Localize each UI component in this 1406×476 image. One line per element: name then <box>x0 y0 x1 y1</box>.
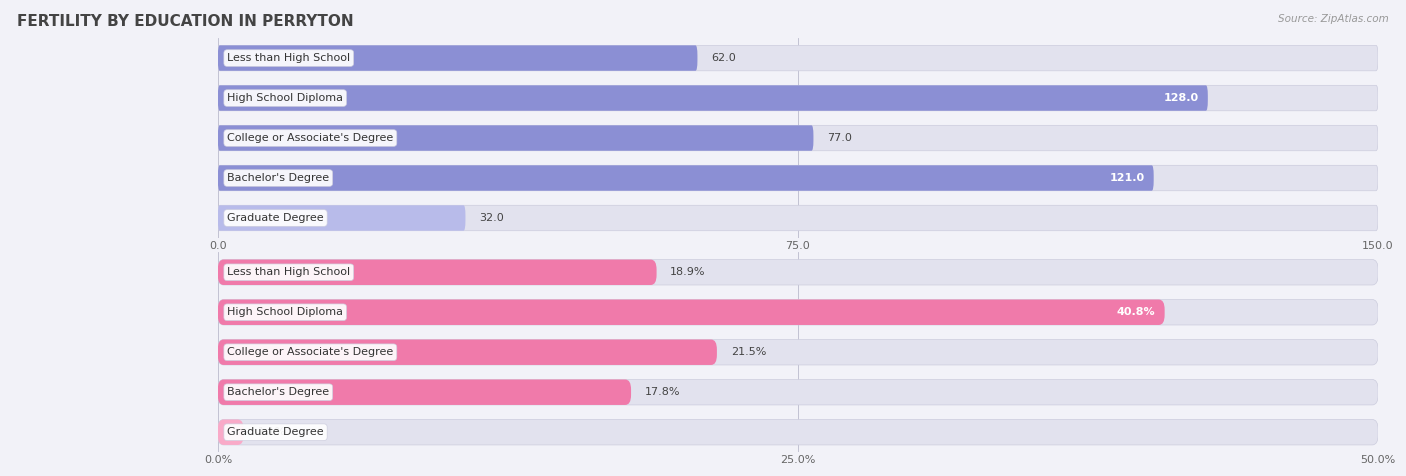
Text: Bachelor's Degree: Bachelor's Degree <box>228 387 329 397</box>
Text: Source: ZipAtlas.com: Source: ZipAtlas.com <box>1278 14 1389 24</box>
FancyBboxPatch shape <box>218 165 1378 191</box>
Text: 121.0: 121.0 <box>1109 173 1144 183</box>
FancyBboxPatch shape <box>218 165 1154 191</box>
Text: Less than High School: Less than High School <box>228 53 350 63</box>
Text: 62.0: 62.0 <box>711 53 737 63</box>
FancyBboxPatch shape <box>218 45 1378 71</box>
Text: FERTILITY BY EDUCATION IN PERRYTON: FERTILITY BY EDUCATION IN PERRYTON <box>17 14 353 30</box>
FancyBboxPatch shape <box>218 259 1378 285</box>
FancyBboxPatch shape <box>218 45 697 71</box>
FancyBboxPatch shape <box>218 379 631 405</box>
FancyBboxPatch shape <box>218 85 1208 111</box>
FancyBboxPatch shape <box>218 85 1378 111</box>
Text: 17.8%: 17.8% <box>645 387 681 397</box>
FancyBboxPatch shape <box>218 259 657 285</box>
FancyBboxPatch shape <box>218 299 1164 325</box>
Text: 128.0: 128.0 <box>1163 93 1198 103</box>
FancyBboxPatch shape <box>218 419 243 445</box>
Text: 32.0: 32.0 <box>479 213 505 223</box>
FancyBboxPatch shape <box>218 125 1378 151</box>
FancyBboxPatch shape <box>218 339 717 365</box>
Text: College or Associate's Degree: College or Associate's Degree <box>228 133 394 143</box>
Text: Less than High School: Less than High School <box>228 267 350 278</box>
FancyBboxPatch shape <box>218 299 1378 325</box>
Text: Graduate Degree: Graduate Degree <box>228 213 323 223</box>
FancyBboxPatch shape <box>218 205 1378 231</box>
Text: 18.9%: 18.9% <box>671 267 706 278</box>
FancyBboxPatch shape <box>218 125 814 151</box>
FancyBboxPatch shape <box>218 339 1378 365</box>
Text: 77.0: 77.0 <box>827 133 852 143</box>
Text: Graduate Degree: Graduate Degree <box>228 427 323 437</box>
FancyBboxPatch shape <box>218 205 465 231</box>
Text: 40.8%: 40.8% <box>1116 307 1156 317</box>
FancyBboxPatch shape <box>218 379 1378 405</box>
Text: 21.5%: 21.5% <box>731 347 766 357</box>
Text: 1.1%: 1.1% <box>257 427 285 437</box>
Text: High School Diploma: High School Diploma <box>228 307 343 317</box>
FancyBboxPatch shape <box>218 419 1378 445</box>
Text: Bachelor's Degree: Bachelor's Degree <box>228 173 329 183</box>
Text: College or Associate's Degree: College or Associate's Degree <box>228 347 394 357</box>
Text: High School Diploma: High School Diploma <box>228 93 343 103</box>
